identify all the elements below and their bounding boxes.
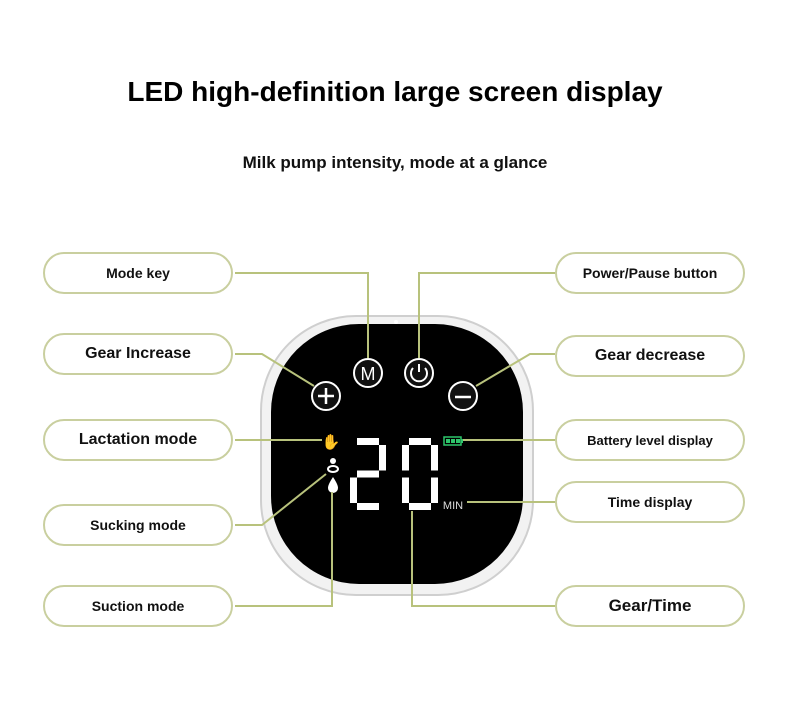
device-screen xyxy=(271,324,523,584)
digit-segment xyxy=(357,503,379,510)
digit-segment xyxy=(350,477,357,503)
digit-segment xyxy=(357,438,379,445)
battery-bar xyxy=(446,439,450,443)
page-subtitle: Milk pump intensity, mode at a glance xyxy=(242,153,548,172)
label-gear-increase: Gear Increase xyxy=(43,333,233,375)
connector-mode-key xyxy=(235,272,369,358)
digit-segment xyxy=(402,477,409,503)
connector-gear-increase xyxy=(235,353,315,387)
hand-icon: ✋ xyxy=(322,433,341,451)
digit-segment xyxy=(431,445,438,471)
digit-segment xyxy=(409,438,431,445)
label-battery-level: Battery level display xyxy=(555,419,745,461)
label-suction-mode: Suction mode xyxy=(43,585,233,627)
label-lactation-mode: Lactation mode xyxy=(43,419,233,461)
connector-suction xyxy=(235,492,333,607)
digit-segment xyxy=(409,503,431,510)
time-unit: MIN xyxy=(443,500,463,512)
connector-sucking xyxy=(235,473,327,526)
mode-icon: M xyxy=(353,358,383,388)
digit-segment xyxy=(402,445,409,471)
connector-gear-decrease xyxy=(475,353,555,387)
plus-icon xyxy=(311,381,341,411)
mode-key-letter: M xyxy=(361,364,376,384)
digit-segment xyxy=(357,470,379,478)
battery-icon xyxy=(443,436,463,446)
minus-icon xyxy=(448,381,478,411)
time-digits xyxy=(350,438,438,510)
power-icon xyxy=(404,358,434,388)
connector-lines xyxy=(235,272,555,607)
label-time-display: Time display xyxy=(555,481,745,523)
digit-segment xyxy=(431,477,438,503)
digit-segment xyxy=(379,445,386,471)
label-sucking-mode: Sucking mode xyxy=(43,504,233,546)
connector-gear-time xyxy=(411,511,555,607)
label-power-pause: Power/Pause button xyxy=(555,252,745,294)
pacifier-icon xyxy=(327,458,339,473)
label-mode-key: Mode key xyxy=(43,252,233,294)
connector-power xyxy=(418,272,555,358)
battery-bar xyxy=(456,439,460,443)
label-gear-time: Gear/Time xyxy=(555,585,745,627)
drop-icon xyxy=(328,477,338,493)
page-title: LED high-definition large screen display xyxy=(127,76,663,107)
battery-bar xyxy=(451,439,455,443)
label-gear-decrease: Gear decrease xyxy=(555,335,745,377)
